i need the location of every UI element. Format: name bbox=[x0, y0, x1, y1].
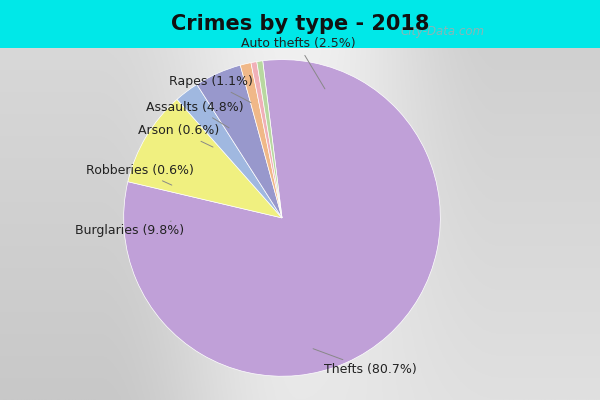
Text: Thefts (80.7%): Thefts (80.7%) bbox=[313, 349, 417, 376]
Text: Burglaries (9.8%): Burglaries (9.8%) bbox=[76, 221, 185, 237]
Wedge shape bbox=[251, 62, 282, 218]
Wedge shape bbox=[240, 63, 282, 218]
Wedge shape bbox=[124, 60, 440, 376]
Wedge shape bbox=[257, 61, 282, 218]
Text: Rapes (1.1%): Rapes (1.1%) bbox=[169, 75, 253, 103]
Text: Robberies (0.6%): Robberies (0.6%) bbox=[86, 164, 193, 185]
Text: Assaults (4.8%): Assaults (4.8%) bbox=[146, 100, 244, 128]
Wedge shape bbox=[197, 65, 282, 218]
Text: Arson (0.6%): Arson (0.6%) bbox=[139, 124, 220, 147]
Text: Auto thefts (2.5%): Auto thefts (2.5%) bbox=[241, 37, 355, 89]
Text: Crimes by type - 2018: Crimes by type - 2018 bbox=[171, 14, 429, 34]
Wedge shape bbox=[128, 99, 282, 218]
Wedge shape bbox=[177, 84, 282, 218]
Text: City-Data.com: City-Data.com bbox=[401, 25, 485, 38]
